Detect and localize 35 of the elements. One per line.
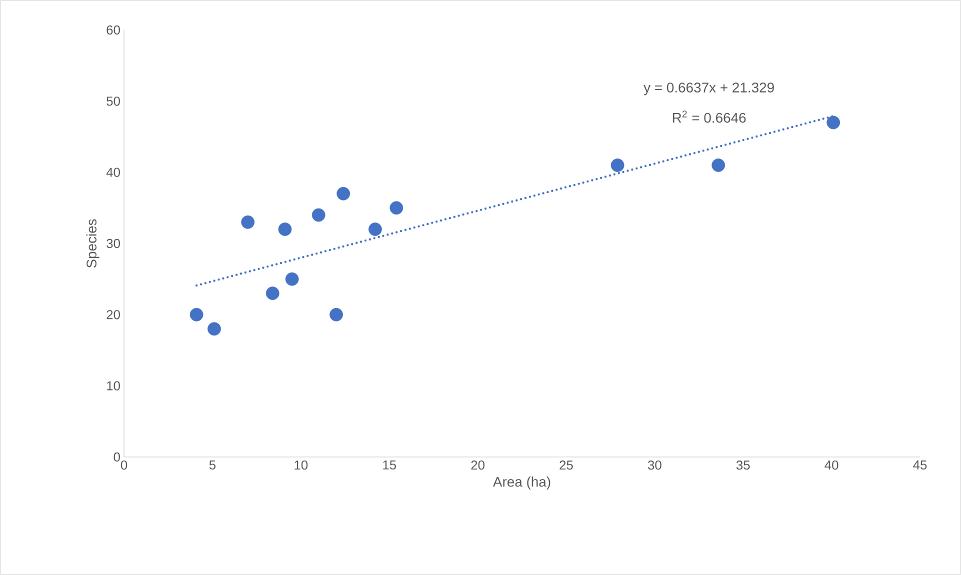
x-tick-label: 5: [209, 460, 216, 470]
point: [208, 322, 221, 336]
point: [390, 201, 404, 215]
x-tick-label: 10: [294, 460, 308, 470]
point: [330, 308, 343, 322]
point: [190, 308, 204, 322]
x-tick-label: 15: [383, 460, 396, 470]
x-tick-label: 20: [471, 460, 484, 470]
y-tick-label: 60: [106, 25, 120, 35]
point: [241, 215, 255, 229]
x-tick-label: 40: [824, 460, 838, 470]
x-tick-label: 25: [560, 460, 573, 470]
point: [336, 186, 350, 200]
x-tick-label: 45: [913, 460, 927, 470]
point: [610, 158, 624, 172]
point: [285, 272, 299, 286]
y-tick-label: 0: [114, 452, 120, 462]
x-tick-label: 35: [736, 460, 750, 470]
y-tick-label: 20: [106, 310, 120, 320]
y-tick-label: 30: [106, 238, 120, 248]
x-axis-title: Area (ha): [492, 476, 550, 490]
y-tick-label: 50: [106, 96, 120, 106]
point: [712, 158, 726, 172]
y-axis-title: Species: [86, 219, 100, 268]
y-tick-label: 40: [106, 168, 120, 177]
annotation: R$^{2}$ = 0.6646: [672, 110, 746, 123]
point: [312, 208, 326, 222]
x-tick-label: 30: [648, 460, 662, 470]
x-tick-label: 0: [120, 460, 128, 470]
annotation: y = 0.6637x + 21.329: [644, 82, 774, 96]
point: [266, 286, 280, 300]
point: [278, 222, 292, 236]
y-tick-label: 10: [107, 381, 120, 390]
point: [368, 222, 382, 236]
point: [826, 116, 840, 130]
